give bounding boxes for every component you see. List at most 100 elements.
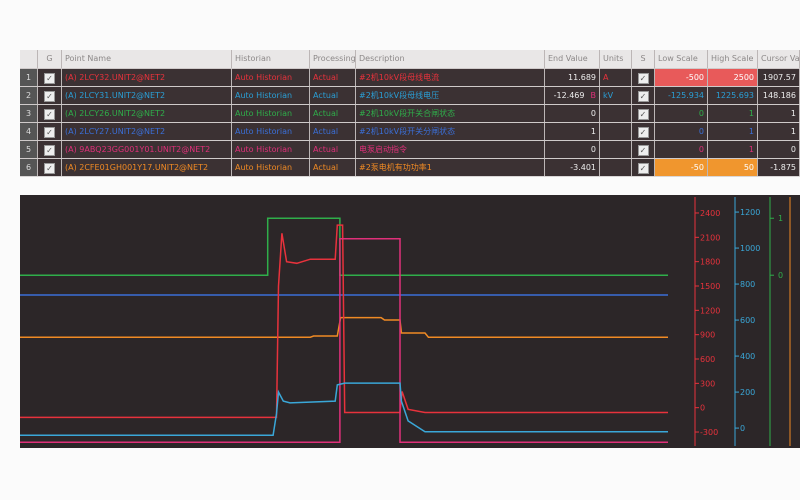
low-scale: 0 bbox=[655, 141, 708, 158]
high-scale: 1 bbox=[708, 105, 758, 122]
end-value-flag: B bbox=[590, 91, 597, 100]
trend-points-table: G Point Name Historian Processing Descriptio… bbox=[20, 50, 800, 177]
row-number: 6 bbox=[20, 159, 38, 176]
scale-checkbox[interactable]: ✓ bbox=[637, 109, 649, 120]
high-scale: 50 bbox=[708, 159, 758, 176]
series-line-cyan bbox=[20, 382, 668, 437]
column-header[interactable] bbox=[20, 50, 38, 68]
column-header[interactable]: S bbox=[632, 50, 655, 68]
graph-checkbox[interactable]: ✓ bbox=[44, 127, 55, 138]
end-value: 0 bbox=[545, 105, 600, 122]
end-value-text: 1 bbox=[590, 127, 596, 136]
axis-tick-label: 0 bbox=[700, 404, 705, 413]
low-scale: -50 bbox=[655, 159, 708, 176]
processing: Actual bbox=[310, 105, 356, 122]
axis-tick-label: 900 bbox=[700, 331, 715, 340]
low-scale: 0 bbox=[655, 105, 708, 122]
end-value: 0 bbox=[545, 141, 600, 158]
row-number: 5 bbox=[20, 141, 38, 158]
column-header[interactable]: End Value bbox=[545, 50, 600, 68]
series-line-orange bbox=[20, 316, 668, 338]
checkbox-cell: ✓ bbox=[38, 87, 62, 104]
checkbox-cell: ✓ bbox=[632, 159, 655, 176]
high-scale-text: 1 bbox=[748, 109, 754, 118]
row-number-text: 6 bbox=[25, 163, 32, 172]
processing: Actual bbox=[310, 141, 356, 158]
high-scale: 2500 bbox=[708, 69, 758, 86]
cursor-value: 0 bbox=[758, 141, 800, 158]
cursor-value: 1907.57 bbox=[758, 69, 800, 86]
high-scale-text: 1225.693 bbox=[715, 91, 754, 100]
column-header[interactable]: Units bbox=[600, 50, 632, 68]
high-scale: 1225.693 bbox=[708, 87, 758, 104]
table-row[interactable]: 1 ✓ (A) 2LCY32.UNIT2@NET2 Auto Historian Act… bbox=[20, 68, 800, 86]
column-header[interactable]: Low Scale bbox=[655, 50, 708, 68]
graph-checkbox[interactable]: ✓ bbox=[44, 73, 55, 84]
trend-chart[interactable]: 2400 2100 1800 1500 1200 900 600 300 0 -300 1200 10… bbox=[20, 195, 800, 448]
historian-text: Auto Historian bbox=[235, 109, 293, 118]
point-name-text: (A) 2LCY31.UNIT2@NET2 bbox=[65, 91, 166, 100]
point-name-text: (A) 2LCY27.UNIT2@NET2 bbox=[65, 127, 166, 136]
processing-text: Actual bbox=[313, 163, 339, 172]
end-value-text: 0 bbox=[590, 109, 596, 118]
axis-tick-label: 1000 bbox=[740, 244, 760, 253]
units bbox=[600, 141, 632, 158]
description: #2泵电机有功功率1 bbox=[356, 159, 545, 176]
low-scale-text: 0 bbox=[698, 145, 704, 154]
column-header[interactable]: G bbox=[38, 50, 62, 68]
units: kV bbox=[600, 87, 632, 104]
table-row[interactable]: 6 ✓ (A) 2CFE01GH001Y17.UNIT2@NET2 Auto Hist… bbox=[20, 158, 800, 176]
units bbox=[600, 105, 632, 122]
axis-tick-label: 1 bbox=[778, 214, 783, 223]
historian-text: Auto Historian bbox=[235, 73, 293, 82]
point-name: (A) 2CFE01GH001Y17.UNIT2@NET2 bbox=[62, 159, 232, 176]
processing: Actual bbox=[310, 123, 356, 140]
axis-tick-label: 1200 bbox=[700, 306, 720, 315]
point-name-text: (A) 2LCY32.UNIT2@NET2 bbox=[65, 73, 166, 82]
column-header[interactable]: Point Name bbox=[62, 50, 232, 68]
column-header[interactable]: Description bbox=[356, 50, 545, 68]
table-row[interactable]: 2 ✓ (A) 2LCY31.UNIT2@NET2 Auto Historian Act… bbox=[20, 86, 800, 104]
scale-checkbox[interactable]: ✓ bbox=[637, 163, 649, 174]
description-text: #2机10kV段开关合闸状态 bbox=[359, 109, 456, 118]
point-name: (A) 2LCY32.UNIT2@NET2 bbox=[62, 69, 232, 86]
table-row[interactable]: 3 ✓ (A) 2LCY26.UNIT2@NET2 Auto Historian Act… bbox=[20, 104, 800, 122]
processing-text: Actual bbox=[313, 145, 339, 154]
cursor-value-text: 148.186 bbox=[762, 91, 796, 100]
column-header[interactable]: Processing bbox=[310, 50, 356, 68]
axis-tick-label: 1800 bbox=[700, 258, 720, 267]
column-header[interactable]: Cursor Va bbox=[758, 50, 800, 68]
historian: Auto Historian bbox=[232, 141, 310, 158]
cursor-value-text: -1.875 bbox=[770, 163, 796, 172]
scale-checkbox[interactable]: ✓ bbox=[637, 91, 649, 102]
checkbox-cell: ✓ bbox=[632, 141, 655, 158]
graph-checkbox[interactable]: ✓ bbox=[44, 145, 55, 156]
scale-checkbox[interactable]: ✓ bbox=[637, 127, 649, 138]
checkbox-cell: ✓ bbox=[632, 69, 655, 86]
end-value-text: 0 bbox=[590, 145, 596, 154]
table-row[interactable]: 4 ✓ (A) 2LCY27.UNIT2@NET2 Auto Historian Act… bbox=[20, 122, 800, 140]
axis-tick-label: 200 bbox=[740, 388, 755, 397]
series-line-red bbox=[20, 224, 668, 419]
cursor-value: 1 bbox=[758, 105, 800, 122]
scale-checkbox[interactable]: ✓ bbox=[637, 73, 649, 84]
scale-checkbox[interactable]: ✓ bbox=[637, 145, 649, 156]
column-header[interactable]: Historian bbox=[232, 50, 310, 68]
graph-checkbox[interactable]: ✓ bbox=[44, 163, 55, 174]
point-name-text: (A) 2CFE01GH001Y17.UNIT2@NET2 bbox=[65, 163, 209, 172]
axis-tick-label: 800 bbox=[740, 280, 755, 289]
cursor-value: 148.186 bbox=[758, 87, 800, 104]
checkbox-cell: ✓ bbox=[38, 141, 62, 158]
trend-chart-svg: 240021001800150012009006003000-300120010… bbox=[20, 197, 791, 446]
graph-checkbox[interactable]: ✓ bbox=[44, 109, 55, 120]
historian-text: Auto Historian bbox=[235, 91, 293, 100]
graph-checkbox[interactable]: ✓ bbox=[44, 91, 55, 102]
end-value-text: -12.469 bbox=[553, 91, 585, 100]
axis-tick-label: 400 bbox=[740, 352, 755, 361]
axis-tick-label: -300 bbox=[700, 428, 718, 437]
table-row[interactable]: 5 ✓ (A) 9ABQ23GG001Y01.UNIT2@NET2 Auto Hist… bbox=[20, 140, 800, 158]
column-header[interactable]: High Scale bbox=[708, 50, 758, 68]
low-scale-text: 0 bbox=[698, 109, 704, 118]
units bbox=[600, 159, 632, 176]
point-name-text: (A) 9ABQ23GG001Y01.UNIT2@NET2 bbox=[65, 145, 211, 154]
